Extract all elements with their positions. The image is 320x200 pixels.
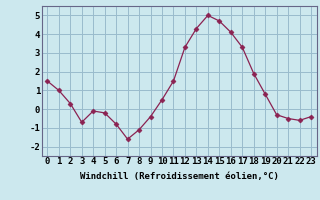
X-axis label: Windchill (Refroidissement éolien,°C): Windchill (Refroidissement éolien,°C) bbox=[80, 172, 279, 181]
